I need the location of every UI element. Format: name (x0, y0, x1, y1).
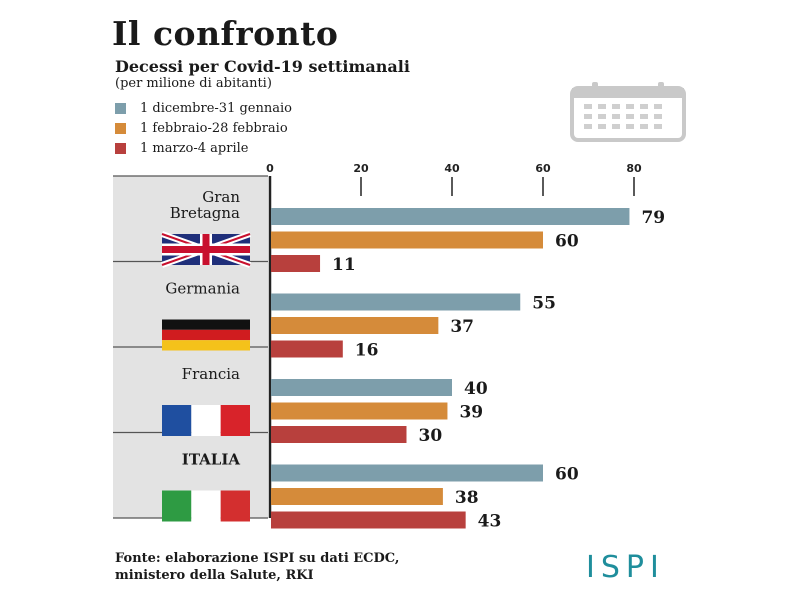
source-line: Fonte: elaborazione ISPI su dati ECDC, (115, 551, 400, 566)
legend-label: 1 dicembre-31 gennaio (140, 100, 292, 116)
data-label: 60 (555, 232, 579, 252)
bar (271, 293, 521, 311)
category-label: ITALIA (182, 451, 241, 469)
category-label: Bretagna (170, 204, 240, 222)
legend-item: 1 marzo-4 aprile (115, 138, 292, 158)
category-label: Francia (182, 365, 240, 383)
data-label: 30 (419, 426, 443, 446)
bar (271, 317, 439, 334)
ispi-logo: ISPI (586, 550, 665, 585)
x-tick-label: 60 (535, 162, 551, 175)
source-line: ministero della Salute, RKI (115, 568, 314, 583)
data-label: 43 (478, 512, 502, 532)
chart-subtitle: Decessi per Covid-19 settimanali (115, 57, 410, 76)
legend-swatch (115, 102, 126, 114)
page-title: Il confronto (112, 14, 339, 53)
data-label: 39 (459, 403, 483, 423)
x-tick-label: 20 (353, 162, 369, 175)
x-tick-label: 80 (626, 162, 642, 175)
france-flag-icon (162, 405, 250, 436)
bar (271, 379, 452, 396)
data-label: 16 (355, 341, 379, 361)
germany-flag-icon (162, 319, 250, 351)
legend-label: 1 febbraio-28 febbraio (140, 120, 288, 136)
bar (271, 340, 343, 358)
legend: 1 dicembre-31 gennaio 1 febbraio-28 febb… (115, 98, 292, 158)
category-label: Gran (202, 188, 240, 206)
legend-swatch (115, 122, 126, 134)
legend-swatch (115, 142, 126, 154)
data-label: 79 (641, 208, 665, 228)
data-label: 38 (455, 488, 479, 508)
bar (271, 511, 466, 529)
italy-flag-icon (162, 490, 250, 522)
bar (271, 426, 407, 443)
legend-label: 1 marzo-4 aprile (140, 140, 249, 156)
data-label: 60 (555, 465, 579, 485)
x-tick-label: 40 (444, 162, 460, 175)
bar (271, 488, 443, 505)
data-label: 11 (332, 255, 356, 275)
bar (271, 464, 543, 482)
legend-item: 1 dicembre-31 gennaio (115, 98, 292, 118)
data-label: 55 (532, 294, 556, 314)
data-label: 37 (450, 317, 474, 337)
bar (271, 208, 630, 225)
data-label: 40 (464, 379, 488, 399)
uk-flag-icon (161, 231, 251, 268)
unit-note: (per milione di abitanti) (115, 76, 272, 91)
source-note: Fonte: elaborazione ISPI su dati ECDC, m… (115, 550, 399, 584)
x-tick-label: 0 (266, 162, 274, 175)
calendar-icon (570, 82, 686, 142)
category-label: Germania (165, 280, 240, 298)
bar (271, 255, 321, 272)
bar (271, 231, 543, 249)
legend-item: 1 febbraio-28 febbraio (115, 118, 292, 138)
bar (271, 402, 448, 420)
